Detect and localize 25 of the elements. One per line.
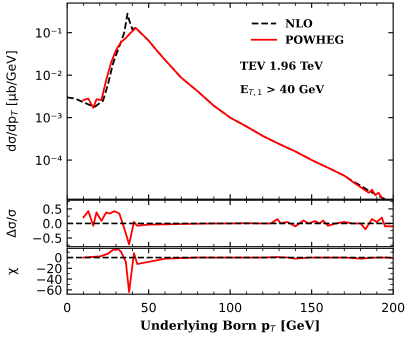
x-tick-label: 100: [220, 302, 242, 312]
y-tick-label: 10⁻²: [36, 70, 62, 80]
legend-label: NLO: [286, 19, 312, 28]
y-tick-label: 0.5: [43, 204, 62, 214]
y-tick-label: 10⁻¹: [36, 28, 62, 38]
y-tick-label: 10⁻⁴: [36, 156, 62, 165]
x-tick-label: 50: [142, 302, 156, 312]
annotation: E$_{T,1}$ > 40 GeV: [240, 84, 324, 96]
y-tick-label: −20: [37, 264, 62, 274]
line-series: [82, 210, 394, 246]
y-tick-label: −40: [37, 274, 62, 284]
y-tick-label: −0.5: [33, 233, 62, 243]
y-tick-label: 0: [55, 253, 62, 262]
y-axis-title: Δσ/σ: [6, 209, 17, 238]
y-axis-title: dσ/dp$_{T}$ [μb/GeV]: [6, 51, 18, 152]
x-axis-title: Underlying Born p$_{T}$ [GeV]: [140, 320, 319, 332]
x-tick-label: 200: [382, 302, 404, 312]
x-tick-label: 150: [301, 302, 323, 312]
y-axis-title: χ: [8, 268, 18, 275]
y-tick-label: −60: [37, 285, 62, 295]
legend-label: POWHEG: [286, 35, 344, 44]
y-tick-label: 10⁻³: [36, 113, 62, 123]
y-tick-label: 0.0: [43, 218, 62, 228]
annotation: TEV 1.96 TeV: [240, 61, 323, 70]
x-tick-label: 0: [64, 302, 70, 312]
